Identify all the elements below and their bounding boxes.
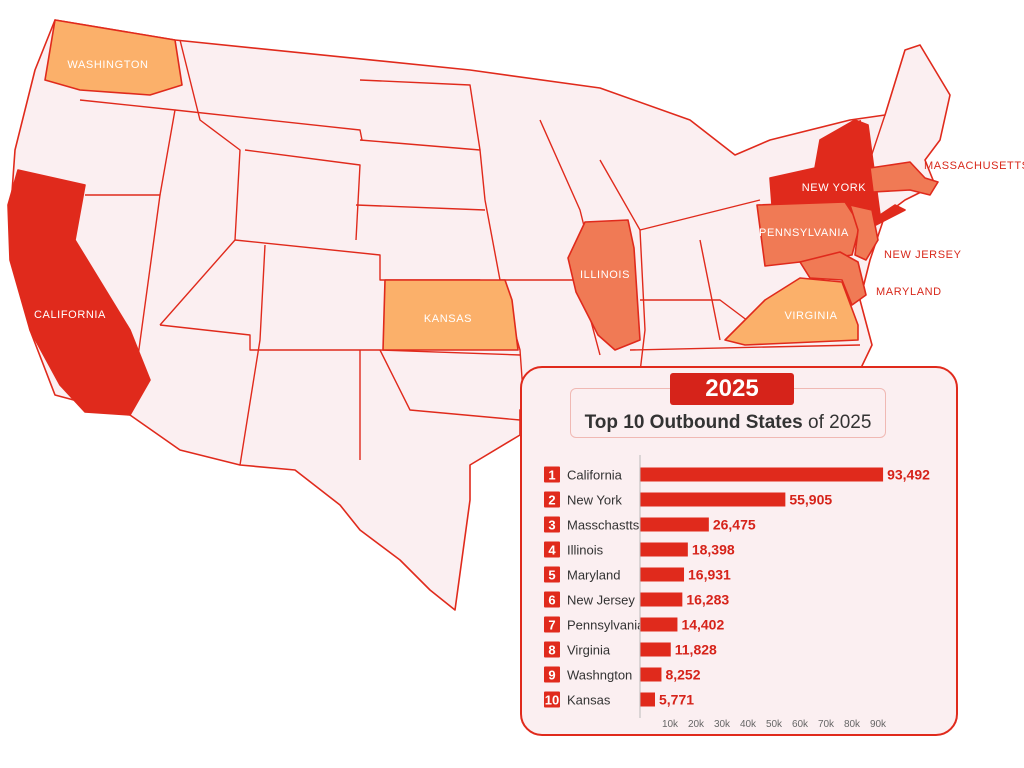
state-virginia[interactable] — [724, 277, 859, 346]
label-illinois: ILLINOIS — [580, 269, 630, 281]
chart-title: Top 10 Outbound States of 2025 — [571, 412, 885, 434]
state-maryland[interactable] — [799, 251, 867, 306]
chart-title-bold: Top 10 Outbound States — [584, 412, 803, 433]
state-washington[interactable] — [44, 19, 183, 96]
state-kansas[interactable] — [382, 279, 519, 351]
label-kansas: KANSAS — [424, 313, 472, 325]
label-california: CALIFORNIA — [34, 309, 106, 321]
year-badge: 2025 — [670, 373, 794, 405]
label-new-jersey: NEW JERSEY — [884, 249, 962, 261]
label-new-york: NEW YORK — [802, 182, 867, 194]
state-illinois[interactable] — [567, 219, 641, 351]
state-california[interactable] — [7, 169, 151, 416]
label-virginia: VIRGINIA — [784, 310, 837, 322]
label-maryland: MARYLAND — [876, 286, 942, 298]
state-new-jersey[interactable] — [849, 204, 879, 261]
state-massachusetts[interactable] — [869, 161, 939, 196]
state-pennsylvania[interactable] — [756, 201, 861, 267]
chart-title-rest: of 2025 — [802, 412, 872, 433]
chart-title-box: Top 10 Outbound States of 2025 — [570, 388, 886, 438]
label-washington: WASHINGTON — [67, 59, 148, 71]
label-massachusetts: MASSACHUSETTS — [924, 160, 1024, 172]
label-pennsylvania: PENNSYLVANIA — [759, 227, 849, 239]
